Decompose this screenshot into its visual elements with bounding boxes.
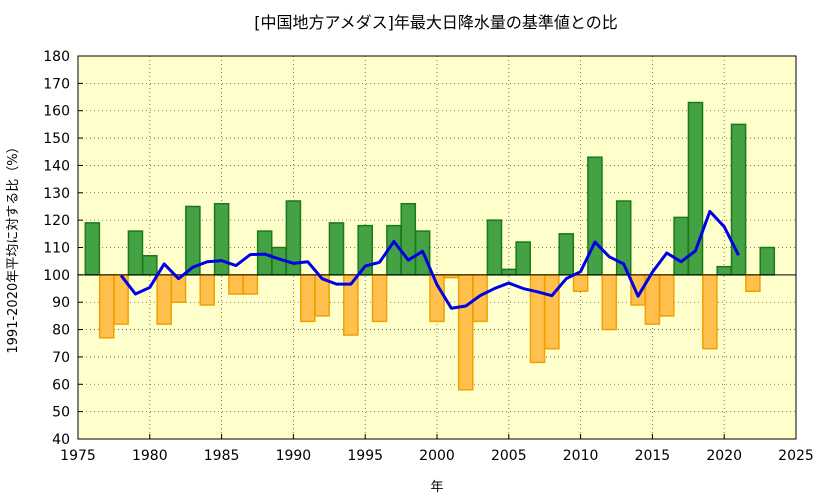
- y-tick-label: 90: [52, 295, 70, 311]
- y-tick-label: 80: [52, 323, 70, 339]
- bar-2019: [702, 274, 718, 350]
- y-axis: 40 50 60 70 80 90 100 110 120 130 140 150 160 170 180: [43, 49, 83, 448]
- bar-1985: [213, 202, 230, 276]
- bar-2010: [572, 274, 589, 293]
- x-tick-label: 1975: [60, 448, 96, 464]
- bar-1980: [142, 254, 158, 276]
- y-tick-label: 130: [43, 186, 70, 202]
- x-tick-label: 2005: [491, 448, 527, 464]
- bar-2012: [601, 274, 618, 331]
- bar-2011: [587, 156, 603, 276]
- x-tick-label: 2020: [706, 448, 742, 464]
- y-tick-label: 170: [43, 76, 70, 92]
- bar-2005: [501, 268, 517, 276]
- bar-2004: [486, 219, 503, 276]
- bar-1976: [84, 222, 101, 276]
- bar-1986: [228, 274, 244, 295]
- y-tick-label: 40: [52, 432, 70, 448]
- x-tick-label: 2025: [778, 448, 814, 464]
- y-tick-label: 140: [43, 158, 70, 174]
- bar-2017: [673, 216, 689, 276]
- moving-average-series: [119, 209, 740, 310]
- line-path: [119, 209, 740, 310]
- x-axis-label: 年: [430, 480, 443, 495]
- x-tick-label: 1980: [132, 448, 168, 464]
- y-tick-label: 60: [52, 377, 70, 393]
- bar-1998: [400, 202, 417, 276]
- bar-2016: [658, 274, 675, 317]
- bar-2006: [515, 241, 531, 276]
- bar-1991: [299, 274, 316, 323]
- y-tick-label: 120: [43, 213, 70, 229]
- bar-2009: [558, 233, 575, 276]
- x-axis: 1975 1980 1985 1990 1995 2000 2005 2010 2015 2020…: [60, 434, 814, 464]
- bar-2008: [544, 274, 560, 350]
- y-tick-label: 180: [43, 49, 70, 65]
- x-tick-label: 2000: [419, 448, 455, 464]
- bar-2022: [745, 274, 761, 293]
- bar-2020: [716, 265, 732, 276]
- y-tick-label: 150: [43, 131, 70, 147]
- bar-2007: [529, 274, 546, 364]
- bar-1981: [156, 274, 172, 325]
- y-tick-label: 100: [43, 268, 70, 284]
- chart-title: [中国地方アメダス]年最大日降水量の基準値との比: [254, 13, 618, 32]
- bar-2002: [457, 274, 474, 391]
- bar-1996: [371, 274, 388, 323]
- x-tick-label: 2010: [563, 448, 599, 464]
- y-axis-label: 1991-2020年平均に対する比（%）: [6, 140, 21, 353]
- y-tick-label: 70: [52, 350, 70, 366]
- bar-1987: [242, 274, 259, 295]
- x-tick-label: 1990: [276, 448, 312, 464]
- bar-1993: [328, 222, 345, 276]
- bar-1977: [98, 274, 115, 339]
- y-tick-label: 50: [52, 405, 70, 421]
- x-tick-label: 2015: [635, 448, 671, 464]
- bar-1984: [199, 274, 216, 306]
- y-tick-label: 110: [43, 241, 70, 257]
- y-tick-label: 160: [43, 104, 70, 120]
- bar-series: [84, 101, 776, 391]
- bar-2023: [759, 246, 776, 276]
- bar-1979: [127, 230, 144, 276]
- x-tick-label: 1985: [204, 448, 240, 464]
- x-tick-label: 1995: [347, 448, 383, 464]
